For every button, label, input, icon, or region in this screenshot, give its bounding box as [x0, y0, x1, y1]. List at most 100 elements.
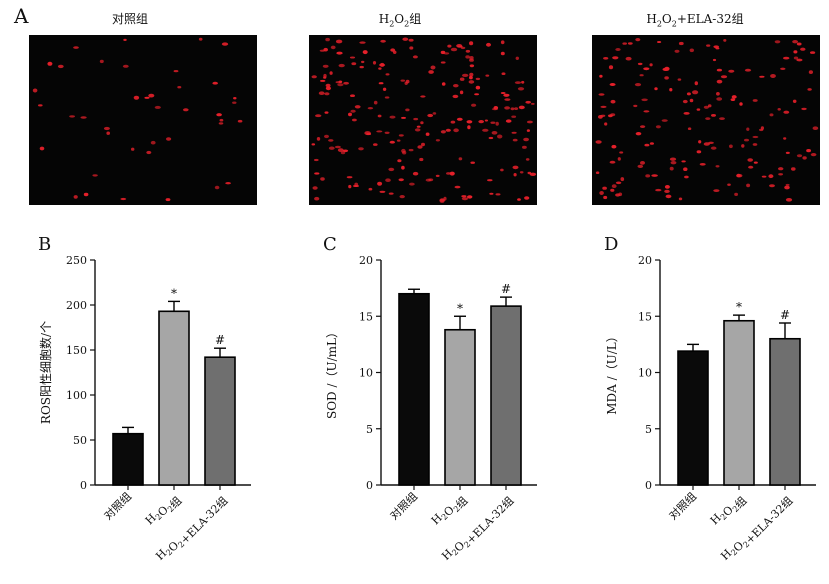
bar — [723, 319, 755, 486]
y-tick-label: 10 — [359, 367, 373, 380]
cell-dot — [388, 167, 395, 172]
cell-dot — [320, 177, 325, 181]
cell-dot — [785, 198, 793, 202]
bar — [158, 310, 190, 486]
cell-dot — [503, 93, 510, 97]
cell-dot — [380, 39, 386, 43]
cell-dot — [69, 115, 75, 118]
cell-dot — [38, 104, 43, 107]
cell-dot — [657, 41, 662, 43]
cell-dot — [378, 67, 382, 70]
cell-dot — [322, 64, 329, 68]
cell-dot — [474, 93, 479, 96]
x-tick-label: 对照组 — [101, 489, 134, 522]
cell-dot — [517, 87, 525, 91]
cell-dot — [212, 81, 218, 85]
cell-dot — [427, 113, 434, 118]
cell-dot — [662, 67, 669, 71]
cell-dot — [705, 117, 711, 120]
cell-dot — [362, 50, 368, 55]
cell-dot — [610, 99, 616, 104]
cell-dot — [456, 44, 463, 48]
cell-dot — [150, 140, 156, 145]
cell-dot — [600, 105, 607, 108]
cell-dot — [529, 172, 537, 176]
cell-dot — [645, 174, 651, 178]
cell-dot — [385, 73, 390, 76]
cell-dot — [376, 130, 383, 133]
cell-dot — [522, 145, 527, 149]
cell-dot — [73, 46, 79, 49]
cell-dot — [388, 192, 394, 195]
cell-dot — [396, 139, 401, 142]
bar — [490, 305, 522, 486]
cell-dot — [661, 119, 668, 122]
micrograph-h2o2-ela — [592, 35, 820, 205]
cell-dot — [315, 114, 322, 118]
cell-dot — [753, 161, 758, 164]
cell-dot — [744, 138, 749, 142]
cell-dot — [720, 75, 728, 79]
significance-mark: # — [215, 333, 225, 347]
cell-dot — [470, 161, 475, 164]
cell-dot — [348, 112, 352, 117]
cell-dot — [716, 79, 723, 84]
y-tick-label: 15 — [359, 310, 373, 323]
cell-dot — [377, 114, 382, 118]
cell-dot — [450, 47, 458, 52]
cell-dot — [471, 103, 477, 107]
cell-dot — [490, 121, 496, 124]
cell-dot — [495, 121, 499, 126]
cell-dot — [761, 175, 767, 178]
cell-dot — [469, 72, 474, 77]
cell-dot — [358, 147, 364, 151]
cell-dot — [707, 104, 712, 108]
cell-dot — [791, 167, 796, 171]
cell-dot — [792, 40, 798, 44]
cell-dot — [602, 186, 607, 190]
cell-dot — [57, 64, 64, 69]
cell-dot — [335, 39, 343, 44]
cell-dot — [615, 181, 622, 185]
cell-dot — [323, 73, 327, 78]
cell-dot — [336, 51, 343, 55]
cell-dot — [449, 171, 455, 176]
cell-dot — [325, 83, 331, 88]
y-axis-label: MDA /（U/L） — [605, 330, 619, 415]
cell-dot — [354, 182, 359, 187]
cell-dot — [692, 90, 699, 95]
cell-dot — [459, 90, 464, 95]
x-tick-label: H2O2组 — [143, 490, 185, 532]
cell-dot — [617, 157, 621, 161]
cell-dot — [337, 148, 344, 152]
cell-dot — [504, 98, 511, 101]
cell-dot — [47, 61, 53, 66]
cell-dot — [359, 65, 364, 69]
cell-dot — [734, 192, 738, 196]
cell-dot — [106, 131, 110, 135]
cell-dot — [500, 168, 504, 172]
cell-dot — [512, 165, 519, 170]
cell-dot — [747, 158, 753, 162]
bar — [769, 337, 801, 486]
cell-dot — [644, 143, 650, 147]
cell-dot — [379, 190, 386, 193]
cell-dot — [486, 42, 491, 47]
cell-dot — [435, 174, 440, 177]
cell-dot — [166, 137, 172, 141]
cell-dot — [712, 58, 717, 62]
cell-dot — [364, 131, 371, 136]
cell-dot — [812, 126, 819, 130]
cell-dot — [452, 94, 459, 99]
cell-dot — [716, 68, 722, 72]
cell-dot — [232, 101, 237, 104]
cell-dot — [373, 143, 378, 146]
cell-dot — [643, 67, 650, 71]
cell-dot — [784, 185, 790, 190]
cell-dot — [405, 79, 410, 84]
cell-dot — [796, 58, 803, 62]
cell-dot — [398, 134, 404, 137]
cell-dot — [683, 167, 688, 171]
cell-dot — [615, 48, 621, 51]
cell-dot — [599, 74, 603, 78]
